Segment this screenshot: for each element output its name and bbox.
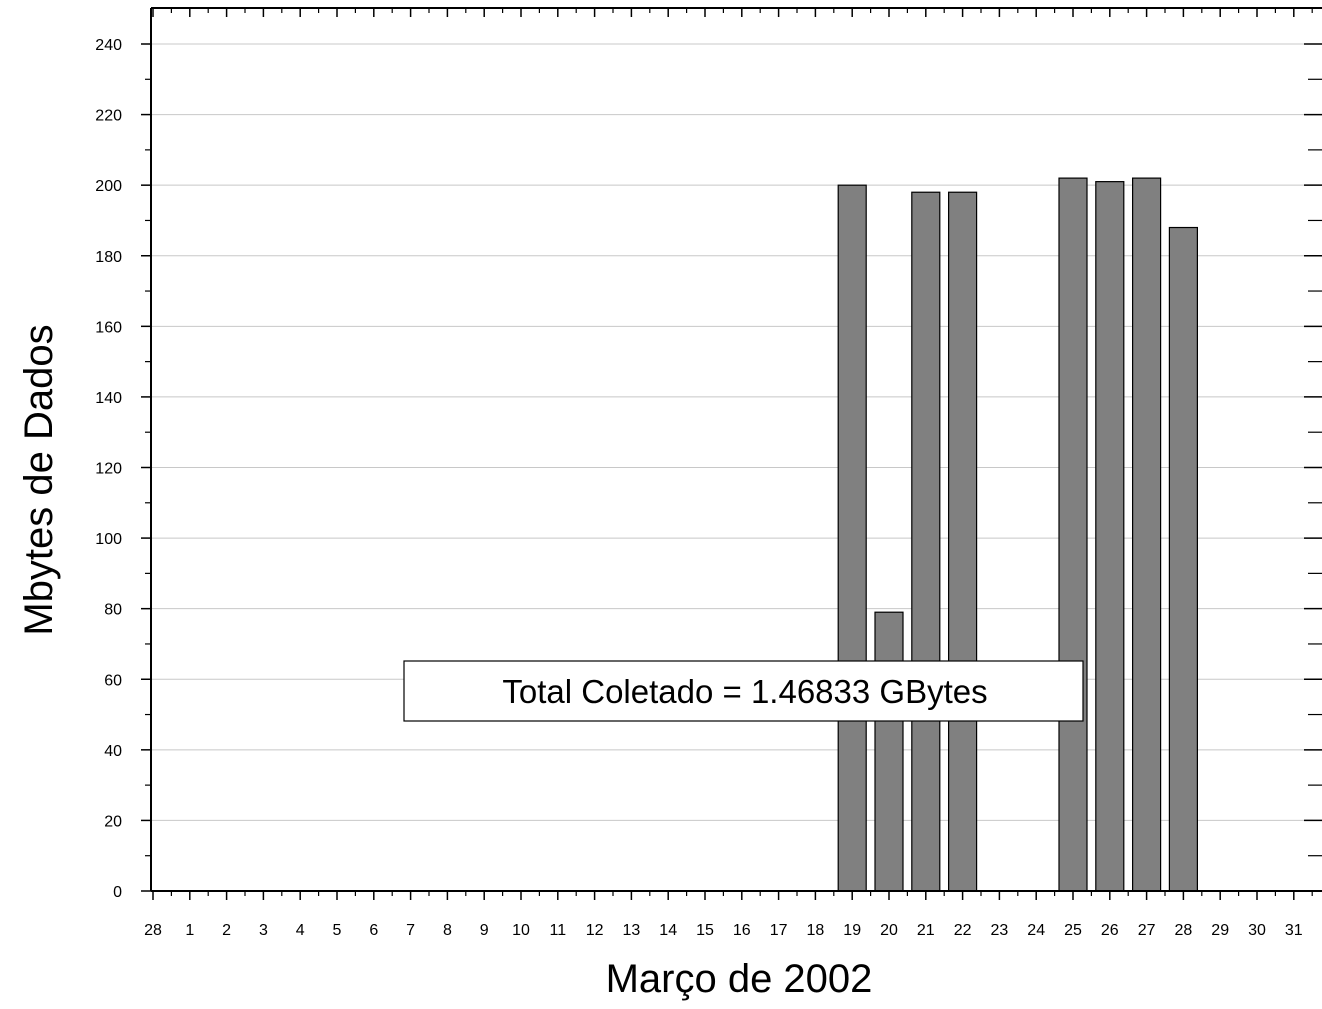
x-tick-label: 9 bbox=[480, 922, 489, 939]
x-tick-label: 11 bbox=[549, 922, 566, 939]
bar bbox=[1131, 177, 1162, 892]
x-tick-label: 17 bbox=[770, 922, 788, 939]
bar bbox=[837, 184, 867, 892]
x-tick-label: 1 bbox=[185, 922, 194, 939]
y-tick-label: 120 bbox=[95, 461, 122, 478]
x-tick-label: 28 bbox=[1175, 922, 1193, 939]
bar bbox=[947, 191, 978, 892]
x-tick-label: 26 bbox=[1101, 922, 1119, 939]
bar bbox=[1058, 177, 1088, 892]
bars bbox=[837, 177, 1199, 892]
x-tick-label: 23 bbox=[991, 922, 1009, 939]
y-tick-label: 140 bbox=[95, 390, 122, 407]
y-tick-label: 180 bbox=[95, 249, 122, 266]
bar bbox=[911, 191, 941, 892]
x-tick-label: 27 bbox=[1138, 922, 1156, 939]
x-tick-label: 29 bbox=[1211, 922, 1229, 939]
x-tick-label: 3 bbox=[259, 922, 268, 939]
y-axis-title: Mbytes de Dados bbox=[17, 324, 61, 635]
x-tick-label: 18 bbox=[807, 922, 825, 939]
x-tick-label: 25 bbox=[1064, 922, 1082, 939]
x-tick-label: 21 bbox=[917, 922, 935, 939]
x-tick-label: 15 bbox=[696, 922, 714, 939]
x-axis-ticks: 28 1 2 3 4 5 6 7 8 9 10 11 12 13 14 15 16 17 18 19 20 21 22 23 2… bbox=[144, 8, 1313, 939]
y-tick-label: 200 bbox=[95, 178, 122, 195]
x-tick-label: 2 bbox=[222, 922, 231, 939]
x-tick-label: 31 bbox=[1285, 922, 1303, 939]
y-axis-ticks: 0 20 40 60 80 100 120 140 160 180 200 220 240 bbox=[95, 37, 1322, 901]
x-tick-label: 10 bbox=[512, 922, 530, 939]
x-tick-label: 8 bbox=[443, 922, 452, 939]
bar bbox=[1095, 181, 1125, 892]
x-tick-label: 19 bbox=[843, 922, 861, 939]
y-tick-label: 40 bbox=[104, 743, 122, 760]
x-tick-label: 16 bbox=[733, 922, 751, 939]
bar bbox=[1168, 226, 1199, 892]
x-tick-label: 7 bbox=[406, 922, 415, 939]
y-tick-label: 220 bbox=[95, 108, 122, 125]
x-tick-label: 14 bbox=[659, 922, 677, 939]
y-tick-label: 60 bbox=[104, 672, 122, 689]
y-tick-label: 0 bbox=[113, 884, 122, 901]
annotation-box: Total Coletado = 1.46833 GBytes bbox=[403, 660, 1084, 722]
x-tick-label: 12 bbox=[586, 922, 604, 939]
axes bbox=[150, 7, 1322, 892]
annotation-text: Total Coletado = 1.46833 GBytes bbox=[502, 673, 987, 710]
y-tick-label: 100 bbox=[95, 531, 122, 548]
x-tick-label: 28 bbox=[144, 922, 162, 939]
y-tick-label: 80 bbox=[104, 602, 122, 619]
bar bbox=[874, 611, 904, 892]
x-tick-label: 5 bbox=[333, 922, 342, 939]
x-axis-title: Março de 2002 bbox=[606, 957, 873, 1001]
x-tick-label: 30 bbox=[1248, 922, 1266, 939]
x-tick-label: 24 bbox=[1027, 922, 1045, 939]
x-tick-label: 22 bbox=[954, 922, 972, 939]
x-tick-label: 4 bbox=[296, 922, 305, 939]
y-tick-label: 240 bbox=[95, 37, 122, 54]
y-tick-label: 20 bbox=[104, 813, 122, 830]
x-tick-label: 6 bbox=[369, 922, 378, 939]
y-tick-label: 160 bbox=[95, 319, 122, 336]
x-tick-label: 13 bbox=[623, 922, 641, 939]
x-tick-label: 20 bbox=[880, 922, 898, 939]
